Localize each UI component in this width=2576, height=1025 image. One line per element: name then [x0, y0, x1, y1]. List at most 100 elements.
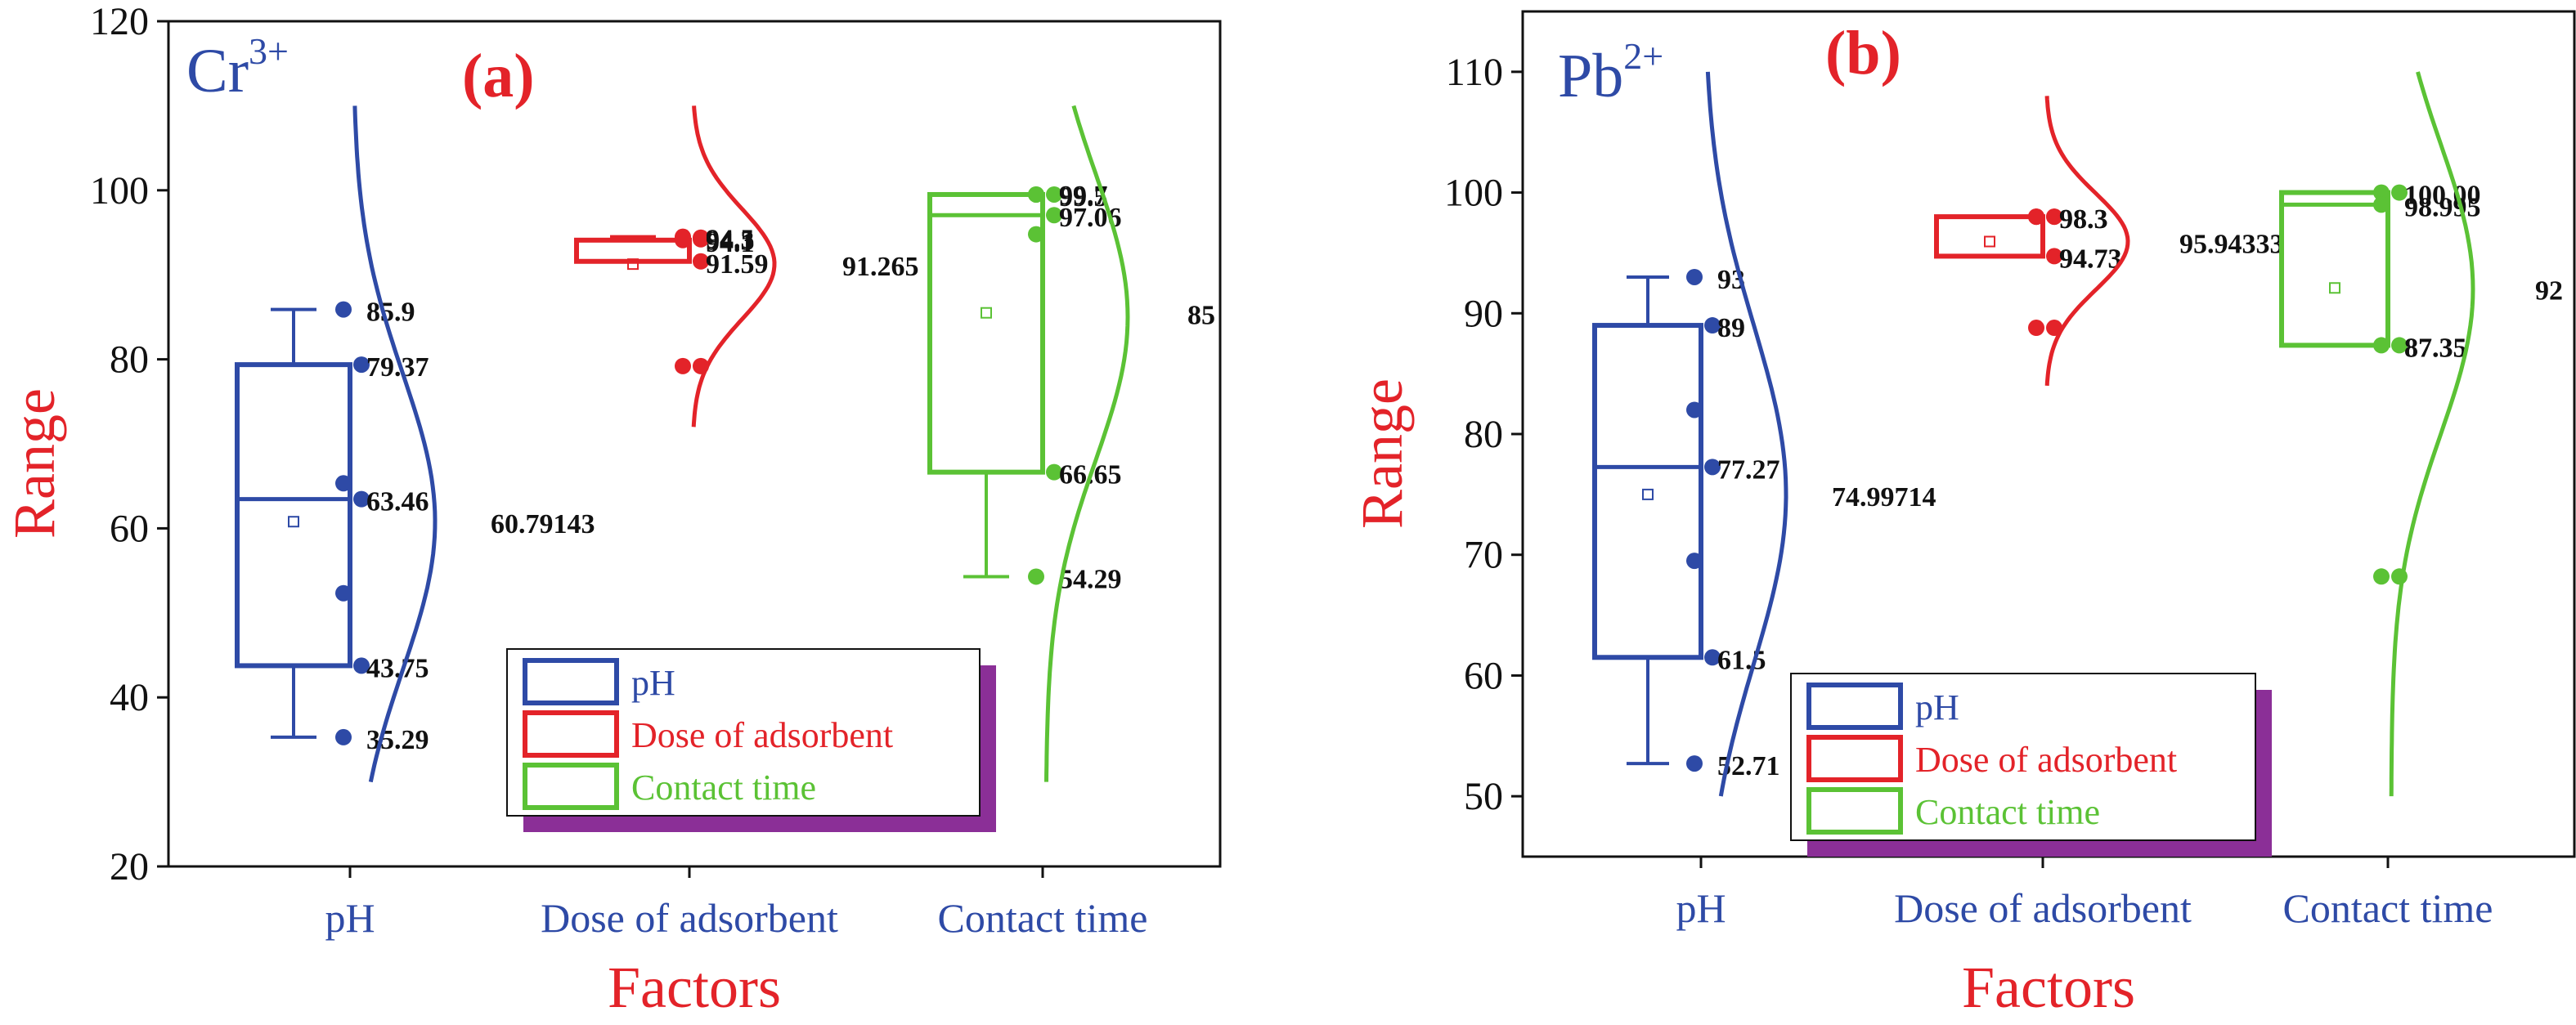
panel-b-dose-of-adsorbent-data-point	[2046, 208, 2062, 226]
panel-b-legend-swatch	[1806, 683, 1903, 730]
panel-a-legend-box	[506, 648, 981, 817]
panel-b-dose-of-adsorbent-distribution-curve	[2044, 96, 2130, 387]
panel-b-contact-time-value-label: 98.995	[2404, 192, 2481, 222]
panel-b-ph-data-point	[1686, 268, 1703, 285]
panel-a-dose-of-adsorbent-value-label: 94.1	[706, 228, 755, 258]
panel-b-ph-data-point	[1704, 317, 1721, 334]
panel-a-x-tick-label: Contact time	[938, 895, 1148, 941]
panel-b-ph-value-label: 89	[1717, 313, 1745, 343]
panel-b-y-tick-label: 90	[1464, 292, 1503, 335]
panel-b-legend-box	[1790, 673, 2256, 841]
panel-b-dose-of-adsorbent-value-label: 94.73	[2059, 244, 2122, 274]
panel-b-contact-time-data-point	[2391, 184, 2408, 201]
panel-b-ph-data-point	[1704, 459, 1721, 476]
panel-a-ph-mean-label: 60.79143	[491, 509, 595, 539]
panel-b-y-axis-title: Range	[1349, 378, 1415, 529]
panel-b-x-tick-label: pH	[1676, 885, 1726, 931]
panel-a-ph-data-point	[335, 475, 352, 492]
panel-a-contact-time-data-point	[1046, 463, 1062, 481]
panel-b-contact-time-data-point	[2373, 196, 2390, 213]
panel-b-contact-time-value-label: 100.00	[2404, 181, 2481, 211]
panel-a-contact-time-mean-marker	[981, 307, 992, 319]
panel-b-contact-time-distribution-curve	[2389, 71, 2475, 797]
panel-a-contact-time-data-point	[1028, 186, 1044, 203]
panel-b-y-tick-label: 50	[1464, 775, 1503, 818]
panel-a-y-tick-label: 100	[90, 169, 149, 213]
panel-a-dose-of-adsorbent-distribution-curve	[691, 105, 777, 427]
panel-b-y-tick-label: 100	[1444, 172, 1503, 215]
panel-a-contact-time-mean-label: 85	[1187, 301, 1215, 331]
panel-a-legend-swatch	[523, 710, 619, 758]
panel-a-y-tick-label: 60	[110, 507, 149, 550]
panel-b-ph-mean-marker	[1642, 488, 1654, 500]
panel-b-y-tick-label: 110	[1446, 51, 1503, 94]
panel-a-dose-of-adsorbent-value-label: 94.3	[706, 226, 755, 257]
panel-a-contact-time-value-label: 54.29	[1059, 564, 1122, 594]
panel-a-dose-of-adsorbent-mean-label: 91.265	[842, 252, 919, 282]
panel-a-ph-value-label: 85.9	[366, 298, 415, 328]
panel-b-legend-label: Dose of adsorbent	[1915, 740, 2177, 780]
panel-a-legend-label: Dose of adsorbent	[631, 715, 893, 755]
panel-b-ph-data-point	[1686, 401, 1703, 419]
panel-b-dose-of-adsorbent-value-label: 94.73	[2059, 244, 2122, 274]
panel-b-contact-time-data-point	[2373, 568, 2390, 585]
panel-a-legend-label: Contact time	[631, 768, 816, 808]
panel-b-x-tick-label: Dose of adsorbent	[1894, 885, 2192, 931]
panel-a-contact-time-data-point	[1046, 186, 1062, 203]
panel-b-ph-data-point	[1686, 553, 1703, 570]
panel-b-panel-label: (b)	[1825, 19, 1901, 87]
panel-a-contact-time-box	[927, 191, 1045, 475]
panel-a-y-tick-label: 40	[110, 676, 149, 719]
panel-a-ph-data-point	[353, 657, 370, 674]
panel-b-x-tick-label: Contact time	[2283, 885, 2493, 931]
panel-b-ph-value-label: 77.27	[1717, 454, 1780, 485]
panel-b-x-axis-title: Factors	[1962, 955, 2135, 1020]
panel-a-contact-time-data-point	[1028, 226, 1044, 243]
panel-b-contact-time-data-point	[2373, 184, 2390, 201]
panel-b-contact-time-box	[2279, 190, 2390, 348]
panel-a-ph-mean-marker	[288, 516, 299, 528]
panel-b-legend-label: Contact time	[1915, 792, 2100, 832]
panel-b-ph-mean-label: 74.99714	[1832, 482, 1936, 512]
panel-a-ph-value-label: 63.46	[366, 487, 429, 517]
panel-b-dose-of-adsorbent-value-label: 98.3	[2059, 204, 2108, 235]
panel-b-ph-data-point	[1686, 755, 1703, 772]
panel-a-ph-data-point	[353, 490, 370, 508]
panel-a-ph-box	[235, 362, 352, 669]
panel-b-ph-distribution-curve	[1705, 71, 1788, 797]
panel-a-y-axis-title: Range	[2, 388, 67, 539]
panel-b-contact-time-data-point	[2391, 337, 2408, 354]
panel-a-ph-distribution-curve	[352, 105, 438, 783]
panel-a-ph-value-label: 35.29	[366, 725, 429, 755]
panel-a-x-tick-label: Dose of adsorbent	[541, 895, 838, 941]
panel-b-ion-symbol: Pb	[1558, 42, 1623, 110]
panel-b-y-tick-label: 80	[1464, 413, 1503, 456]
panel-a-dose-of-adsorbent-data-point	[675, 357, 691, 374]
panel-a-dose-of-adsorbent-value-label: 94.5	[706, 225, 755, 255]
panel-a-dose-of-adsorbent-data-point	[693, 253, 709, 270]
panel-b-ion-label: Pb2+	[1558, 35, 1663, 110]
panel-a-ph-data-point	[353, 356, 370, 374]
panel-a-ion-symbol: Cr	[186, 37, 249, 105]
panel-a-dose-of-adsorbent-box	[574, 237, 692, 264]
panel-a-y-tick-label: 120	[90, 0, 149, 43]
panel-b-dose-of-adsorbent-value-label: 98.3	[2059, 204, 2108, 235]
panel-a-contact-time-distribution-curve	[1044, 105, 1130, 782]
panel-a-ion-charge: 3+	[249, 30, 289, 72]
panel-b-dose-of-adsorbent-data-point	[2028, 320, 2044, 337]
panel-a-legend-label: pH	[631, 663, 675, 703]
panel-a-legend-swatch	[523, 763, 619, 810]
panel-b-ph-data-point	[1704, 649, 1721, 666]
panel-a-dose-of-adsorbent-value-label: 91.59	[706, 249, 769, 280]
panel-a-y-tick-label: 20	[110, 845, 149, 888]
panel-a-plot-frame	[167, 20, 1222, 868]
panel-b-contact-time-value-label: 87.35	[2404, 333, 2467, 363]
panel-b-dose-of-adsorbent-mean-marker	[1984, 235, 1995, 248]
panel-b-dose-of-adsorbent-data-point	[2046, 248, 2062, 265]
panel-b-dose-of-adsorbent-data-point	[2028, 208, 2044, 226]
panel-a-dose-of-adsorbent-mean-marker	[627, 258, 639, 271]
panel-b-legend-label: pH	[1915, 687, 1959, 727]
panel-b-contact-time-data-point	[2373, 337, 2390, 354]
panel-b-contact-time-mean-marker	[2329, 282, 2340, 294]
